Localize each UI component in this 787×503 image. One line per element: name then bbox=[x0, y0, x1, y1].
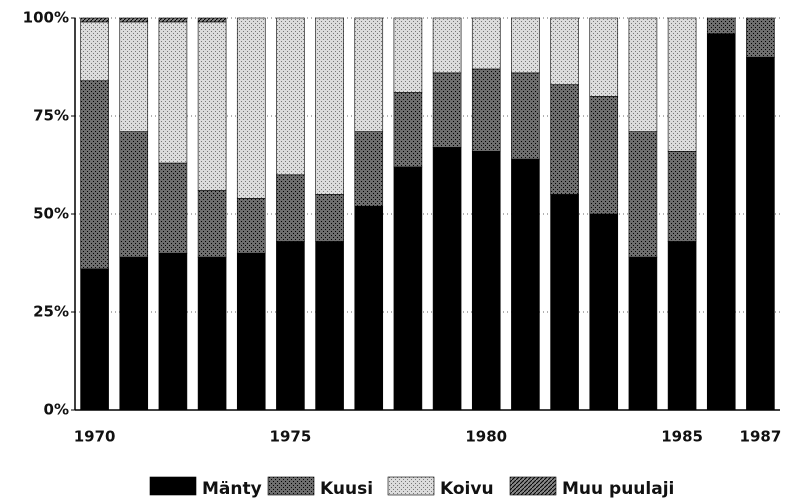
bar-segment bbox=[197, 17, 227, 23]
bar-segment bbox=[119, 17, 149, 23]
legend-swatch bbox=[509, 476, 557, 496]
bar-segment bbox=[315, 241, 344, 411]
bar-segment bbox=[471, 150, 501, 411]
bar-segment bbox=[550, 84, 579, 195]
legend-swatch bbox=[387, 476, 435, 496]
bar-segment bbox=[80, 80, 109, 270]
bar-segment bbox=[706, 33, 736, 411]
bar-segment bbox=[628, 256, 658, 411]
bar-segment bbox=[80, 17, 109, 23]
bar-segment bbox=[432, 147, 462, 411]
bar-segment bbox=[706, 17, 736, 34]
x-tick-label: 1975 bbox=[270, 428, 312, 446]
bar-segment bbox=[511, 72, 540, 160]
x-tick-label: 1987 bbox=[740, 428, 782, 446]
y-tick-label: 0% bbox=[44, 401, 69, 419]
bar-segment bbox=[315, 17, 344, 195]
legend-label: Muu puulaji bbox=[562, 479, 674, 499]
legend-label: Koivu bbox=[440, 479, 494, 499]
legend-label: Kuusi bbox=[320, 479, 373, 499]
legend-swatch bbox=[267, 476, 315, 496]
bar-segment bbox=[236, 17, 266, 199]
x-tick-label: 1970 bbox=[74, 428, 116, 446]
bar-segment bbox=[80, 268, 109, 411]
bar-segment bbox=[197, 190, 227, 258]
bar-segment bbox=[432, 17, 462, 74]
x-tick-label: 1985 bbox=[661, 428, 703, 446]
y-tick-label: 100% bbox=[23, 9, 69, 27]
bar-segment bbox=[158, 252, 188, 411]
bar-segment bbox=[197, 256, 227, 411]
bar-segment bbox=[746, 17, 775, 58]
bar-segment bbox=[158, 17, 188, 23]
bar-segment bbox=[354, 131, 384, 207]
y-tick-label: 50% bbox=[33, 205, 69, 223]
bar-segment bbox=[550, 194, 579, 411]
bar-segment bbox=[119, 21, 149, 132]
bar-segment bbox=[315, 194, 344, 242]
bar-segment bbox=[236, 198, 266, 254]
bar-segment bbox=[511, 17, 540, 74]
bar-segment bbox=[80, 21, 109, 82]
bar-segment bbox=[276, 17, 305, 176]
bar-segment bbox=[158, 162, 188, 254]
bar-segment bbox=[276, 174, 305, 242]
x-tick-label: 1980 bbox=[465, 428, 507, 446]
bar-segment bbox=[393, 92, 423, 168]
bar-segment bbox=[119, 256, 149, 411]
bar-segment bbox=[236, 252, 266, 411]
bar-segment bbox=[197, 21, 227, 191]
y-tick-label: 25% bbox=[33, 303, 69, 321]
legend-label: Mänty bbox=[202, 479, 262, 499]
y-tick-label: 75% bbox=[33, 107, 69, 125]
bar-segment bbox=[746, 56, 775, 411]
bar-segment bbox=[589, 17, 619, 97]
bar-segment bbox=[667, 17, 697, 152]
legend-swatch bbox=[149, 476, 197, 496]
bar-segment bbox=[471, 68, 501, 152]
bar-segment bbox=[628, 17, 658, 132]
bar-segment bbox=[354, 205, 384, 411]
bar-segment bbox=[511, 158, 540, 411]
bar-segment bbox=[432, 72, 462, 148]
bar-segment bbox=[667, 241, 697, 411]
bar-segment bbox=[471, 17, 501, 70]
bar-segment bbox=[550, 17, 579, 85]
bar-segment bbox=[589, 96, 619, 215]
bar-segment bbox=[119, 131, 149, 258]
bar-segment bbox=[589, 213, 619, 411]
bar-segment bbox=[158, 21, 188, 164]
bar-segment bbox=[393, 17, 423, 93]
bar-segment bbox=[393, 166, 423, 411]
bar-segment bbox=[354, 17, 384, 132]
bar-segment bbox=[628, 131, 658, 258]
bar-segment bbox=[667, 150, 697, 242]
bar-segment bbox=[276, 241, 305, 411]
